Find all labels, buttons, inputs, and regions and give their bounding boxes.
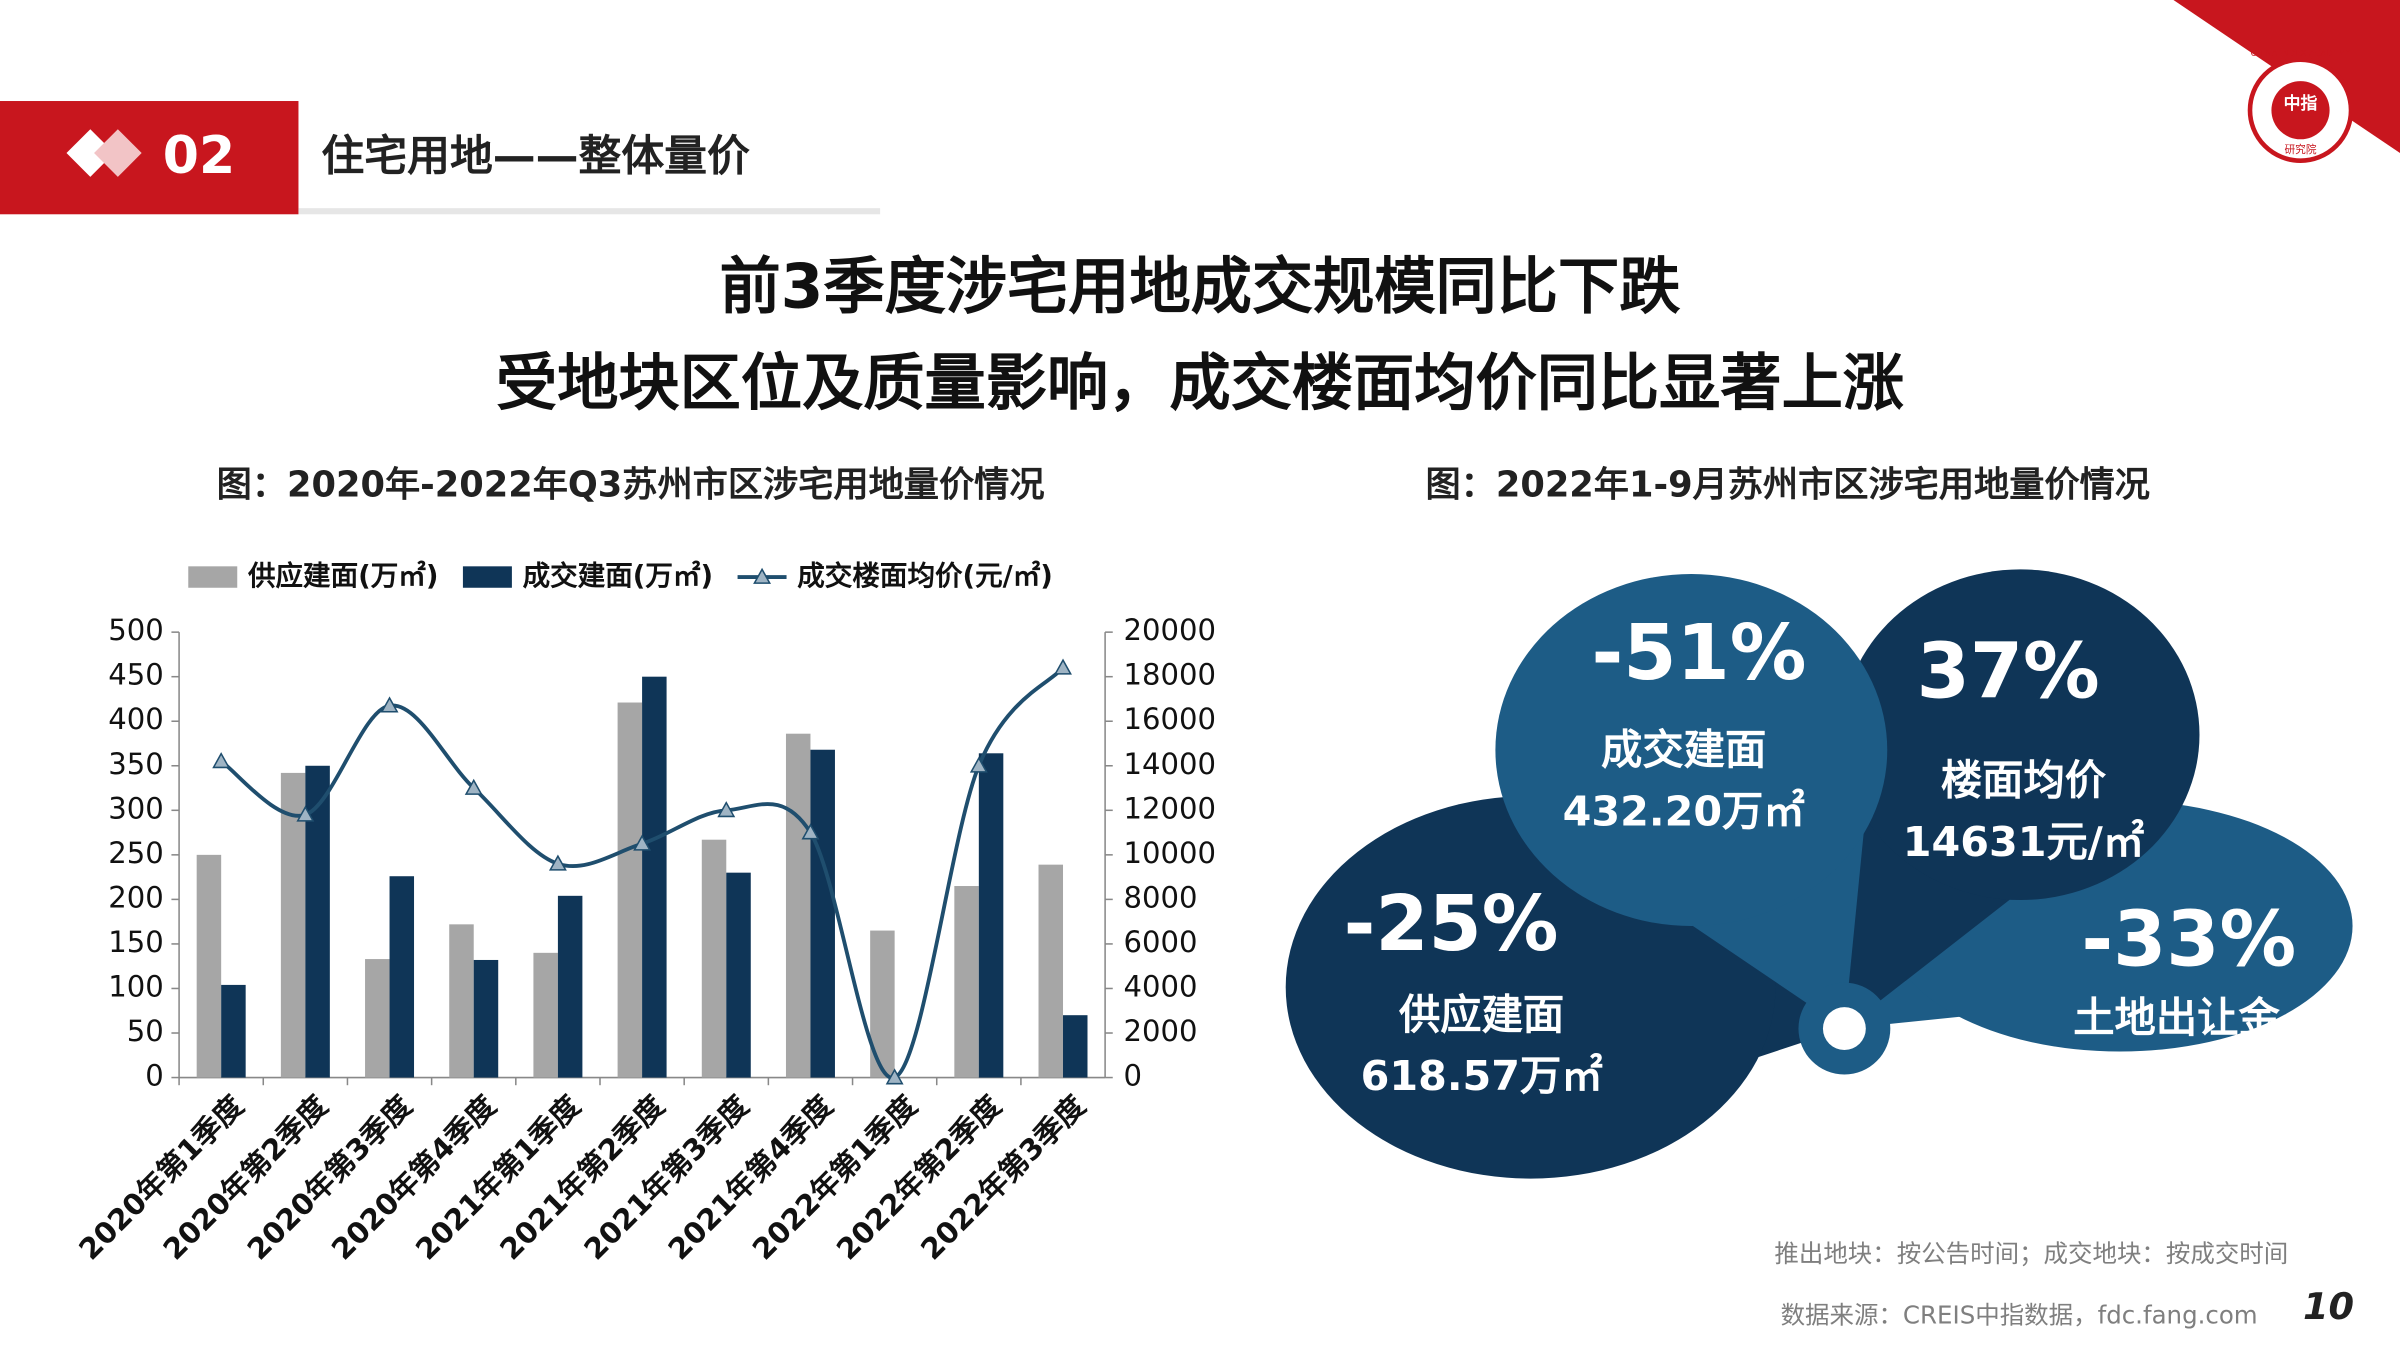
label: 楼面均价 xyxy=(1941,757,2107,805)
change: -33% xyxy=(2081,895,2296,984)
bar xyxy=(280,772,306,1078)
y2-tick-label: 4000 xyxy=(1123,969,1197,1003)
y2-tick-label: 10000 xyxy=(1123,836,1216,870)
y2-tick-label: 16000 xyxy=(1123,702,1216,736)
bar xyxy=(449,924,474,1078)
change: 37% xyxy=(1917,628,2100,717)
y2-tick-label: 20000 xyxy=(1123,613,1216,647)
diamond xyxy=(66,129,115,177)
y2-tick-label: 14000 xyxy=(1123,747,1216,781)
marker xyxy=(717,801,736,818)
legend-label: 成交建面(万㎡) xyxy=(523,560,713,592)
value: 14631元/㎡ xyxy=(1903,818,2144,866)
bar xyxy=(1063,1015,1088,1078)
petal xyxy=(1495,573,1888,927)
y-tick-label: 150 xyxy=(108,925,164,959)
title-rule xyxy=(298,208,881,215)
source: 数据来源：CREIS中指数据，fdc.fang.com xyxy=(1781,1300,2258,1329)
marker xyxy=(969,756,988,773)
y-tick-label: 100 xyxy=(108,969,164,1003)
marker xyxy=(885,1068,904,1085)
y2-tick-label: 12000 xyxy=(1123,791,1216,825)
y-tick-label: 500 xyxy=(108,613,164,647)
y-tick-label: 350 xyxy=(108,747,164,781)
legend-label: 供应建面(万㎡) xyxy=(247,560,438,592)
value: 632.34亿元 xyxy=(2056,1052,2298,1100)
label: 土地出让金 xyxy=(2073,994,2280,1042)
legend-swatch xyxy=(188,566,238,588)
marker xyxy=(212,752,231,769)
logo-name: CHINA INDEX ACADEMY xyxy=(2251,48,2352,58)
bar xyxy=(954,886,979,1078)
label: 供应建面 xyxy=(1399,991,1564,1039)
value: 618.57万㎡ xyxy=(1361,1052,1603,1100)
bar xyxy=(701,839,727,1078)
page-number: 10 xyxy=(2303,1285,2354,1328)
infographic-title: 图：2022年1-9月苏州市区涉宅用地量价情况 xyxy=(1425,465,2150,506)
section-band xyxy=(0,101,299,215)
hub-dot xyxy=(1822,1007,1866,1050)
diamond xyxy=(94,129,142,177)
section-title: 住宅用地——整体量价 xyxy=(321,132,750,182)
bar xyxy=(642,676,667,1078)
logo-sub: 研究院 xyxy=(2284,143,2316,156)
line xyxy=(220,666,1065,1080)
y-tick-label: 450 xyxy=(108,658,164,692)
bar xyxy=(365,959,390,1078)
bar xyxy=(221,984,246,1078)
change: -25% xyxy=(1344,880,1559,969)
y2-tick-label: 8000 xyxy=(1123,880,1197,914)
y-tick-label: 400 xyxy=(108,702,164,736)
bar xyxy=(726,872,751,1078)
y-tick-label: 200 xyxy=(108,880,164,914)
y-tick-label: 50 xyxy=(127,1014,164,1048)
marker xyxy=(548,854,567,871)
y2-tick-label: 0 xyxy=(1123,1059,1142,1093)
bar xyxy=(533,952,558,1078)
petal xyxy=(1841,569,2200,900)
bar xyxy=(978,753,1004,1078)
logo-core xyxy=(2271,81,2330,140)
value: 432.20万㎡ xyxy=(1563,787,1805,835)
y-tick-label: 0 xyxy=(145,1059,164,1093)
bar xyxy=(810,749,835,1078)
chart-title: 图：2020年-2022年Q3苏州市区涉宅用地量价情况 xyxy=(217,465,1045,506)
legend-swatch xyxy=(462,566,512,588)
bar xyxy=(389,876,415,1078)
y2-tick-label: 18000 xyxy=(1123,658,1216,692)
headline: 受地块区位及质量影响，成交楼面均价同比显著上涨 xyxy=(496,348,1904,419)
marker xyxy=(801,823,820,840)
bar xyxy=(196,854,222,1078)
y2-tick-label: 2000 xyxy=(1123,1014,1197,1048)
label: 成交建面 xyxy=(1601,726,1766,774)
y-tick-label: 300 xyxy=(108,791,164,825)
bar xyxy=(473,959,499,1078)
marker xyxy=(633,834,652,851)
infographic: -51% 成交建面 432.20万㎡ 37% 楼面均价 14631元/㎡ -25… xyxy=(1285,569,2353,1179)
legend-label: 成交楼面均价(元/㎡) xyxy=(797,560,1053,592)
bar xyxy=(617,702,643,1078)
y2-tick-label: 6000 xyxy=(1123,925,1197,959)
bar xyxy=(785,733,811,1078)
bar xyxy=(557,895,583,1078)
marker xyxy=(464,778,483,795)
marker xyxy=(1054,658,1072,675)
marker xyxy=(380,696,399,713)
logo-mark: 中指 xyxy=(2284,93,2318,113)
change: -51% xyxy=(1592,609,1807,698)
bar xyxy=(1038,864,1064,1078)
section-number: 02 xyxy=(163,126,235,186)
y-tick-label: 250 xyxy=(108,836,164,870)
note: 推出地块：按公告时间；成交地块：按成交时间 xyxy=(1774,1239,2288,1268)
headline: 前3季度涉宅用地成交规模同比下跌 xyxy=(720,251,1682,322)
legend-swatch xyxy=(753,567,772,584)
marker xyxy=(296,805,315,822)
